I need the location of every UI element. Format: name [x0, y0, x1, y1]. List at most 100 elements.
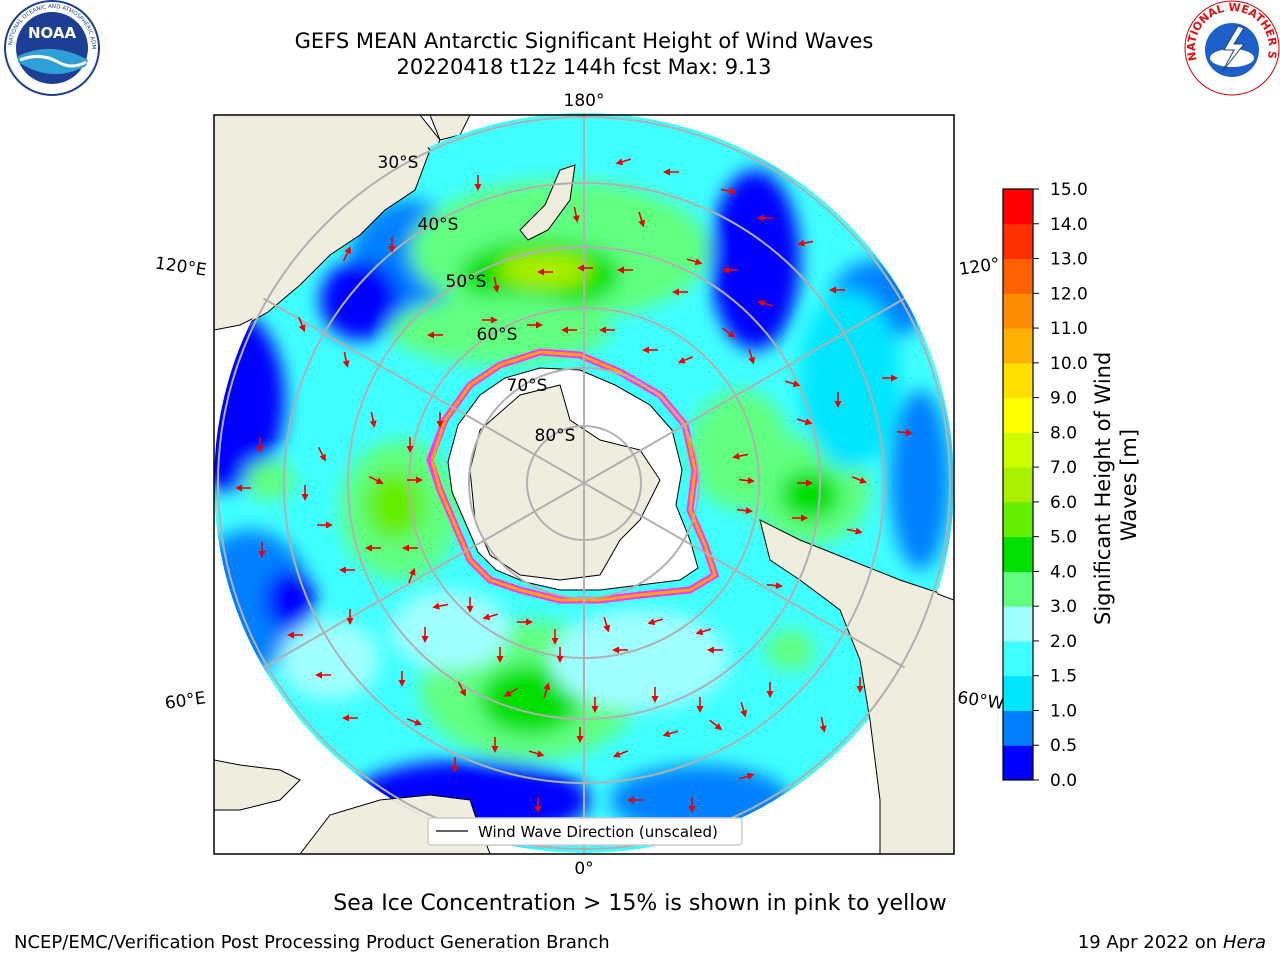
- lat-label-40s: 40°S: [418, 215, 459, 235]
- wave-direction-arrow: [528, 750, 545, 758]
- wave-direction-arrow: [315, 671, 331, 679]
- colorbar-tick-label: 13.0: [1050, 250, 1088, 270]
- wave-direction-arrow: [612, 646, 628, 654]
- wave-direction-arrow: [258, 542, 266, 558]
- colorbar-tick-label: 9.0: [1050, 389, 1077, 409]
- wave-direction-arrow: [846, 527, 863, 535]
- wave-direction-arrow: [427, 331, 443, 339]
- wave-direction-arrow: [722, 327, 736, 338]
- colorbar-segment: [1003, 223, 1033, 260]
- wave-height-patch: [550, 610, 730, 710]
- map-border: [213, 114, 955, 855]
- colorbar-segment: [1003, 606, 1033, 642]
- lat-label-50s: 50°S: [446, 272, 487, 292]
- wave-direction-arrow: [851, 476, 868, 484]
- wave-direction-arrow: [695, 628, 712, 636]
- wave-direction-arrow: [651, 687, 659, 703]
- wave-direction-arrow: [720, 187, 737, 195]
- wave-height-patch: [390, 590, 510, 670]
- wave-direction-arrow: [346, 609, 354, 625]
- colorbar-tick-label: 7.0: [1050, 458, 1077, 478]
- wave-height-patch: [780, 470, 840, 520]
- wave-direction-arrow: [722, 266, 738, 274]
- wave-direction-arrow: [298, 316, 306, 333]
- wave-direction-arrow: [235, 484, 251, 492]
- wave-direction-arrow: [457, 681, 466, 697]
- wave-direction-arrow: [784, 380, 801, 388]
- noaa-logo-text: NOAA: [28, 24, 77, 42]
- chart-title-line1: GEFS MEAN Antarctic Significant Height o…: [294, 29, 874, 53]
- wave-direction-arrow: [819, 716, 827, 733]
- lat-label-70s: 70°S: [507, 376, 548, 396]
- wave-direction-arrow: [896, 429, 913, 437]
- wave-direction-arrow: [740, 701, 748, 718]
- wave-direction-arrow: [474, 175, 482, 191]
- lon-label-120w: 120°: [958, 254, 1001, 280]
- wave-direction-arrow: [709, 719, 723, 731]
- wave-height-patch: [320, 260, 400, 340]
- colorbar-segment: [1003, 745, 1033, 781]
- wave-direction-arrow: [451, 757, 459, 773]
- colorbar-segment: [1003, 432, 1033, 468]
- graticule: [214, 113, 954, 853]
- colorbar-tick-label: 0.5: [1050, 736, 1077, 756]
- wave-direction-arrow: [638, 211, 646, 228]
- wave-direction-arrow: [688, 797, 696, 813]
- colorbar-border: [1002, 188, 1034, 781]
- colorbar-segment: [1003, 397, 1033, 433]
- wind-wave-arrows: [235, 158, 913, 813]
- colorbar-segment: [1003, 675, 1033, 711]
- wave-direction-arrow: [496, 647, 504, 663]
- wave-direction-arrow: [398, 671, 406, 687]
- wave-direction-arrow: [757, 214, 773, 222]
- wave-direction-arrow: [388, 237, 396, 253]
- colorbar-segment: [1003, 467, 1033, 503]
- wave-direction-arrow: [369, 411, 377, 428]
- lon-label-120e: 120°E: [154, 254, 208, 281]
- colorbar-tick-label: 3.0: [1050, 597, 1077, 617]
- wave-direction-arrow: [766, 682, 774, 698]
- wave-height-patch: [500, 252, 590, 288]
- colorbar-segment: [1003, 710, 1033, 746]
- wave-direction-arrow: [766, 582, 783, 590]
- colorbar-tick-label: 2.0: [1050, 632, 1077, 652]
- wave-direction-arrow: [677, 356, 694, 364]
- wave-direction-arrow: [534, 797, 542, 813]
- wave-height-patch: [280, 620, 380, 700]
- wave-direction-arrow: [834, 392, 842, 408]
- wave-direction-arrow: [482, 613, 499, 621]
- wave-direction-arrow: [551, 629, 559, 645]
- wave-direction-arrow: [672, 288, 688, 296]
- wave-direction-arrow: [402, 544, 418, 552]
- wave-direction-arrow: [829, 286, 845, 294]
- wave-direction-arrow: [537, 268, 553, 276]
- wave-direction-arrow: [342, 246, 351, 262]
- wave-direction-arrow: [421, 627, 429, 643]
- lat-label-30s: 30°S: [378, 153, 419, 173]
- wave-direction-arrow: [365, 544, 381, 552]
- wave-direction-arrow: [317, 521, 333, 529]
- wave-direction-arrow: [738, 772, 755, 780]
- colorbar-tick-label: 14.0: [1050, 215, 1088, 235]
- footer-date: 19 Apr 2022 on Hera: [1078, 932, 1266, 953]
- chart-title-line2: 20220418 t12z 144h fcst Max: 9.13: [396, 55, 772, 79]
- sea-ice-note: Sea Ice Concentration > 15% is shown in …: [333, 891, 947, 916]
- wave-direction-arrow: [792, 514, 808, 522]
- colorbar-segment: [1003, 328, 1033, 364]
- colorbar-segment: [1003, 189, 1033, 225]
- wave-direction-arrow: [407, 476, 423, 484]
- svg-text:NATIONAL WEATHER SERVICE: NATIONAL WEATHER SERVICE: [0, 0, 1279, 62]
- wave-direction-arrow: [301, 485, 309, 501]
- wave-direction-arrow: [736, 507, 753, 515]
- colorbar-tick-label: 8.0: [1050, 423, 1077, 443]
- wave-direction-arrow: [577, 264, 593, 272]
- footer-date-text: 19 Apr 2022 on: [1077, 932, 1223, 953]
- colorbar-label: Significant Height of Wind Waves [m]: [1091, 345, 1141, 625]
- wave-direction-arrow: [561, 326, 577, 334]
- antarctica: [426, 348, 720, 604]
- meridian-60e: [214, 482, 585, 697]
- colorbar-label-line1: Significant Height of Wind: [1091, 352, 1115, 625]
- wave-height-patch: [245, 460, 295, 500]
- wave-direction-arrow: [432, 602, 449, 610]
